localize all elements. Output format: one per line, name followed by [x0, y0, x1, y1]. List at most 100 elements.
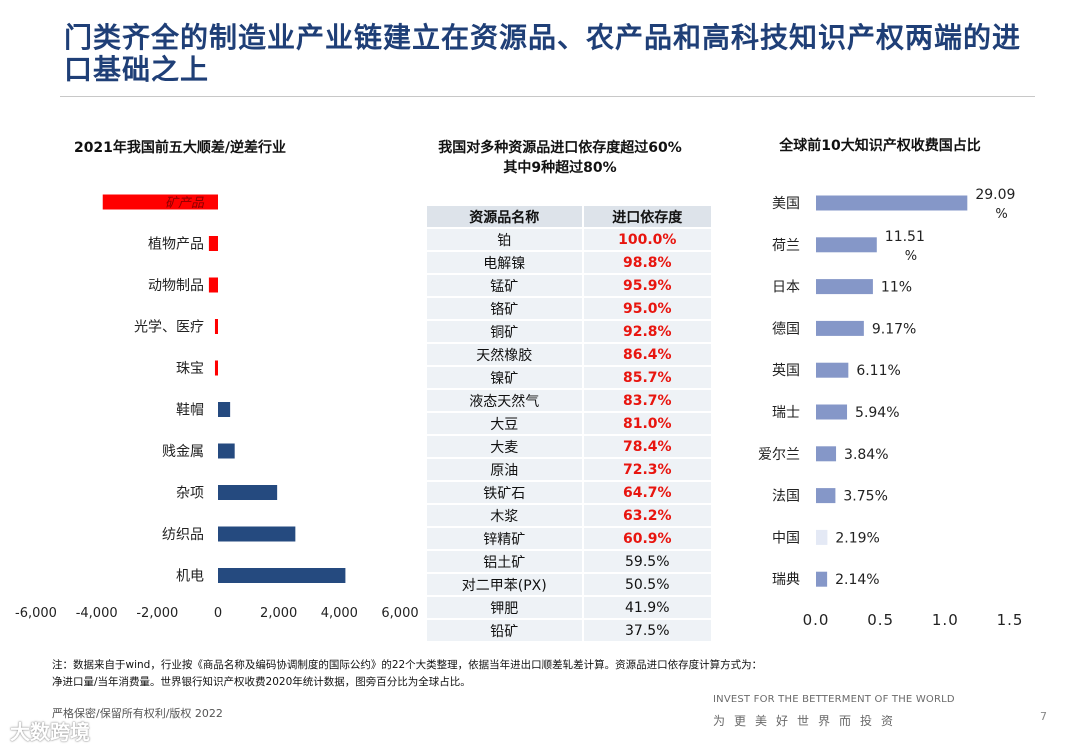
trade-bar-6	[218, 443, 235, 459]
trade-category-label-1: 植物产品	[148, 237, 204, 253]
dependency-value-cell: 85.7%	[581, 366, 711, 390]
resource-name-cell: 原油	[427, 458, 583, 482]
ip-category-label-1: 荷兰	[772, 238, 800, 254]
ip-chart-title: 全球前10大知识产权收费国占比	[779, 138, 981, 154]
trade-category-label-0: 矿产品	[165, 196, 205, 211]
table-row: 铜矿 92.8%	[427, 320, 711, 344]
ip-category-label-5: 瑞士	[772, 405, 800, 421]
ip-bar-4	[816, 362, 849, 378]
dependency-value-cell: 83.7%	[581, 389, 711, 413]
dependency-value-cell: 78.4%	[581, 435, 711, 459]
table-row: 钾肥 41.9%	[427, 596, 711, 620]
ip-bar-1	[816, 237, 877, 253]
table-row: 木浆 63.2%	[427, 504, 711, 528]
ip-bar-0	[816, 195, 968, 211]
trade-category-label-3: 光学、医疗	[134, 320, 204, 336]
footnote: 注：数据来自于wind，行业按《商品名称及编码协调制度的国际公约》的22个大类整…	[52, 657, 1012, 691]
slogan-chinese: 为更美好世界而投资	[713, 714, 903, 728]
ip-xtick-2: 1.0	[932, 611, 959, 629]
ip-bar-3	[816, 320, 864, 336]
table-row: 镍矿 85.7%	[427, 366, 711, 390]
ip-category-label-0: 美国	[772, 196, 800, 212]
dependency-value-cell: 41.9%	[581, 596, 711, 620]
table-row: 电解镍 98.8%	[427, 251, 711, 275]
dependency-value-cell: 81.0%	[581, 412, 711, 436]
trade-category-label-2: 动物制品	[148, 278, 204, 294]
ip-category-label-7: 法国	[772, 489, 800, 505]
ip-data-label-4: 6.11%	[856, 363, 900, 379]
resource-name-cell: 锌精矿	[427, 527, 583, 551]
page-number: 7	[1040, 710, 1047, 723]
table-header-row: 资源品名称 进口依存度	[427, 206, 711, 229]
trade-xtick-4: 2,000	[260, 606, 297, 621]
dependency-value-cell: 64.7%	[581, 481, 711, 505]
table-row: 对二甲苯(PX) 50.5%	[427, 573, 711, 597]
resource-name-cell: 钾肥	[427, 596, 583, 620]
dependency-value-cell: 63.2%	[581, 504, 711, 528]
ip-bar-9	[816, 571, 828, 587]
ip-bar-5	[816, 404, 848, 420]
table-row: 铅矿 37.5%	[427, 619, 711, 643]
resource-name-cell: 大豆	[427, 412, 583, 436]
resource-name-cell: 铜矿	[427, 320, 583, 344]
trade-bar-7	[218, 485, 278, 500]
table-row: 铬矿 95.0%	[427, 297, 711, 321]
dependency-value-cell: 86.4%	[581, 343, 711, 367]
ip-royalty-chart: 美国 29.09% 荷兰 11.51% 日本 11% 德国 9.17% 英国 6.11% 瑞士 5.9…	[758, 187, 1022, 629]
resource-name-cell: 铝土矿	[427, 550, 583, 574]
confidential-notice: 严格保密/保留所有权利/版权 2022	[52, 707, 223, 720]
ip-bar-6	[816, 446, 837, 462]
trade-bar-2	[208, 277, 218, 293]
trade-category-label-4: 珠宝	[176, 361, 204, 377]
ip-data-label-0: 29.09	[975, 187, 1015, 203]
table-row: 铂 100.0%	[427, 228, 711, 252]
dependency-title-line-2: 其中9种超过80%	[503, 160, 617, 176]
resource-name-cell: 铅矿	[427, 619, 583, 643]
ip-data-label-8: 2.19%	[835, 530, 879, 546]
dependency-title-line-1: 我国对多种资源品进口依存度超过60%	[438, 140, 682, 156]
ip-data-label-0-suffix: %	[995, 207, 1007, 222]
ip-category-label-9: 瑞典	[772, 572, 800, 588]
watermark-logo: 大数跨境	[10, 720, 90, 744]
ip-data-label-2: 11%	[881, 280, 912, 296]
trade-category-label-9: 机电	[176, 569, 204, 585]
ip-category-label-3: 德国	[772, 321, 800, 337]
resource-name-cell: 铁矿石	[427, 481, 583, 505]
dependency-value-cell: 92.8%	[581, 320, 711, 344]
trade-bar-1	[208, 236, 218, 251]
table-row: 锰矿 95.9%	[427, 274, 711, 298]
resource-name-cell: 天然橡胶	[427, 343, 583, 367]
trade-xtick-0: -6,000	[15, 606, 57, 621]
dependency-value-cell: 100.0%	[581, 228, 711, 252]
dependency-value-cell: 60.9%	[581, 527, 711, 551]
trade-category-label-5: 鞋帽	[176, 403, 204, 419]
trade-xtick-2: -2,000	[136, 606, 178, 621]
ip-category-label-2: 日本	[772, 280, 800, 296]
table-row: 大麦 78.4%	[427, 435, 711, 459]
table-row: 液态天然气 83.7%	[427, 389, 711, 413]
ip-data-label-9: 2.14%	[835, 572, 879, 588]
dependency-value-cell: 98.8%	[581, 251, 711, 275]
page-title: 门类齐全的制造业产业链建立在资源品、农产品和高科技知识产权两端的进口基础之上	[64, 21, 1022, 86]
trade-chart-title: 2021年我国前五大顺差/逆差行业	[73, 140, 287, 156]
table-row: 锌精矿 60.9%	[427, 527, 711, 551]
dependency-value-cell: 95.9%	[581, 274, 711, 298]
trade-category-label-7: 杂项	[176, 486, 204, 502]
trade-category-label-6: 贱金属	[162, 444, 204, 460]
header-dependency: 进口依存度	[581, 206, 711, 229]
resource-name-cell: 镍矿	[427, 366, 583, 390]
trade-bar-9	[218, 568, 346, 583]
ip-data-label-5: 5.94%	[855, 405, 899, 421]
trade-xtick-1: -4,000	[76, 606, 118, 621]
ip-bar-8	[816, 529, 828, 545]
resource-name-cell: 大麦	[427, 435, 583, 459]
header-resource-name: 资源品名称	[427, 206, 583, 229]
table-row: 天然橡胶 86.4%	[427, 343, 711, 367]
ip-data-label-3: 9.17%	[872, 321, 916, 337]
trade-bar-5	[218, 402, 231, 417]
table-row: 大豆 81.0%	[427, 412, 711, 436]
resource-name-cell: 对二甲苯(PX)	[427, 573, 583, 597]
table-row: 原油 72.3%	[427, 458, 711, 482]
dependency-value-cell: 95.0%	[581, 297, 711, 321]
ip-category-label-4: 英国	[772, 362, 800, 379]
